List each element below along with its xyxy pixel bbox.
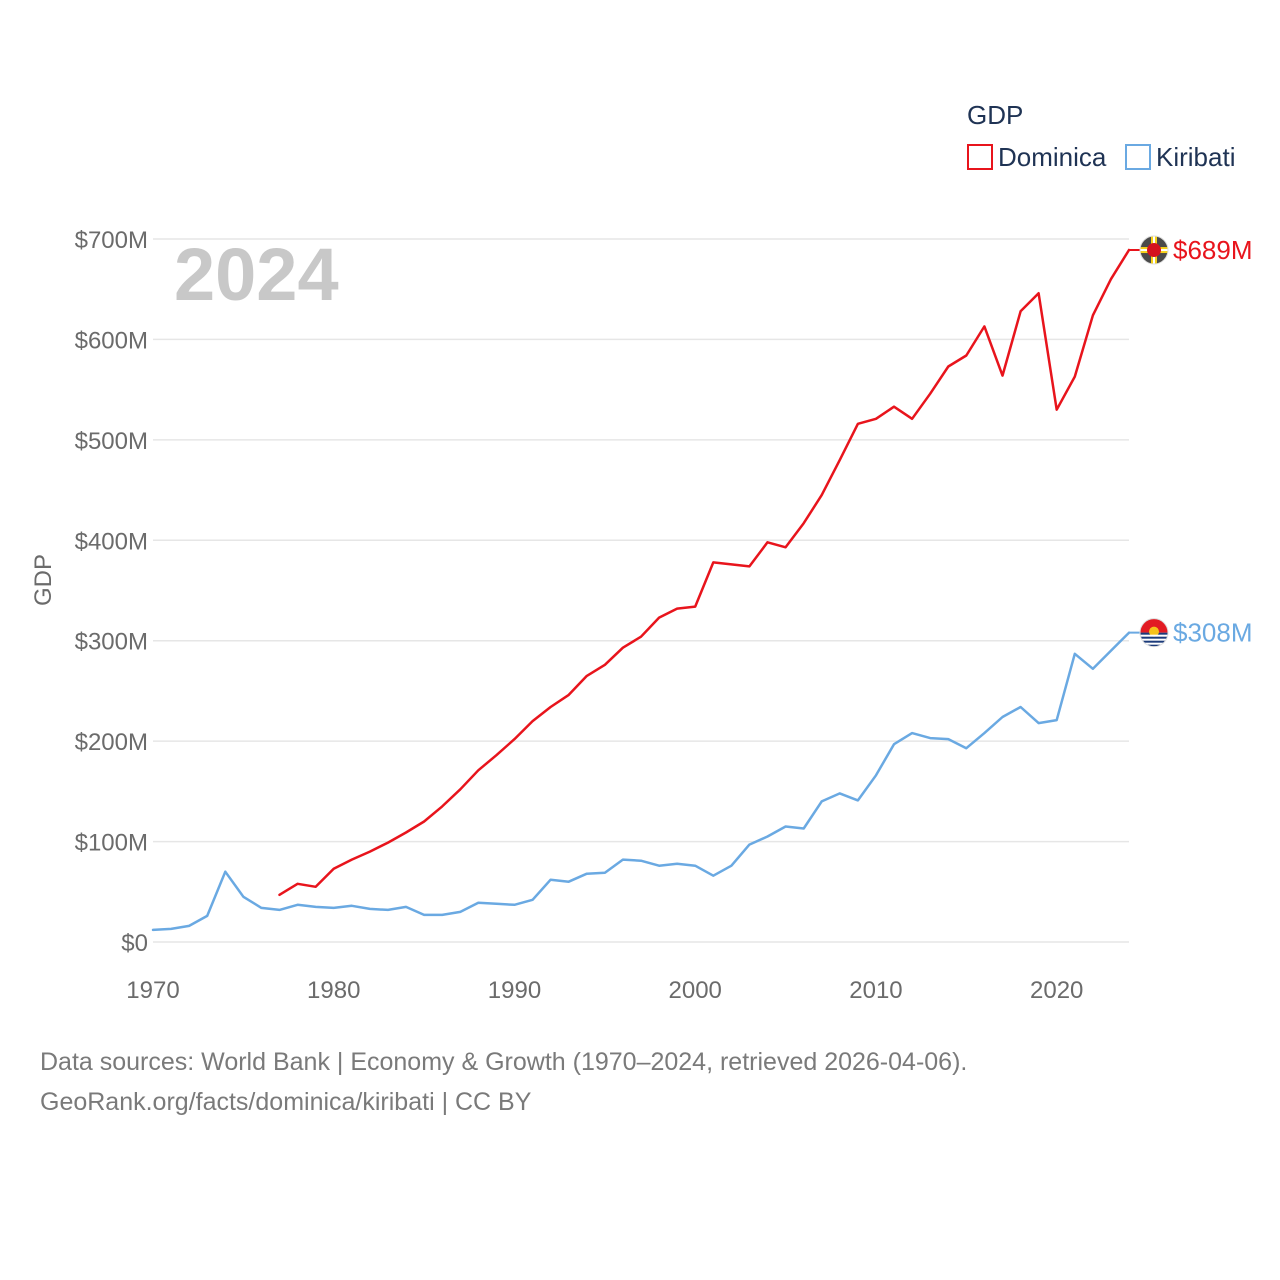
legend-title: GDP: [967, 100, 1023, 130]
dominica-flag-icon: [1139, 235, 1169, 265]
flag-ring: [1139, 235, 1169, 265]
x-tick-label: 2010: [849, 977, 902, 1004]
y-tick-label: $300M: [75, 629, 148, 656]
x-axis-ticks: 1970 1980 1990 2000 2010 2020: [126, 977, 1083, 1004]
end-value-label-kiribati: $308M: [1173, 618, 1253, 648]
series-line-kiribati: [151, 631, 1131, 932]
flag-ring: [1139, 618, 1169, 648]
y-axis-label: GDP: [30, 554, 57, 606]
y-tick-label: $500M: [75, 428, 148, 455]
x-tick-label: 1980: [307, 977, 360, 1004]
source-line-2[interactable]: GeoRank.org/facts/dominica/kiribati | CC…: [40, 1088, 532, 1116]
legend: GDP Dominica Kiribati: [967, 100, 1235, 172]
legend-swatch-dominica: [967, 144, 993, 170]
y-tick-label: $700M: [75, 227, 148, 254]
series-line-dominica: [278, 248, 1131, 897]
year-watermark: 2024: [174, 233, 339, 316]
legend-label-dominica: Dominica: [998, 142, 1107, 172]
y-tick-label: $100M: [75, 830, 148, 857]
legend-item-kiribati[interactable]: Kiribati: [1125, 142, 1235, 172]
source-note: Data sources: World Bank | Economy & Gro…: [40, 1042, 967, 1122]
legend-swatch-kiribati: [1125, 144, 1151, 170]
legend-item-dominica[interactable]: Dominica: [967, 142, 1107, 172]
y-tick-label: $0: [121, 930, 148, 957]
series-lines: [151, 248, 1131, 932]
end-value-label-dominica: $689M: [1173, 235, 1253, 265]
source-line-1: Data sources: World Bank | Economy & Gro…: [40, 1048, 968, 1076]
y-tick-label: $400M: [75, 528, 148, 555]
series-end-markers: $689M $308M: [1129, 235, 1253, 648]
x-tick-label: 2000: [669, 977, 722, 1004]
x-tick-label: 1990: [488, 977, 541, 1004]
y-tick-label: $600M: [75, 327, 148, 354]
x-tick-label: 1970: [126, 977, 179, 1004]
legend-label-kiribati: Kiribati: [1156, 142, 1235, 172]
y-axis-ticks: $0 $100M $200M $300M $400M $500M $600M $700M: [75, 227, 148, 957]
x-tick-label: 2020: [1030, 977, 1083, 1004]
y-tick-label: $200M: [75, 729, 148, 756]
grid-lines: [153, 238, 1129, 943]
kiribati-flag-icon: [1139, 618, 1169, 648]
